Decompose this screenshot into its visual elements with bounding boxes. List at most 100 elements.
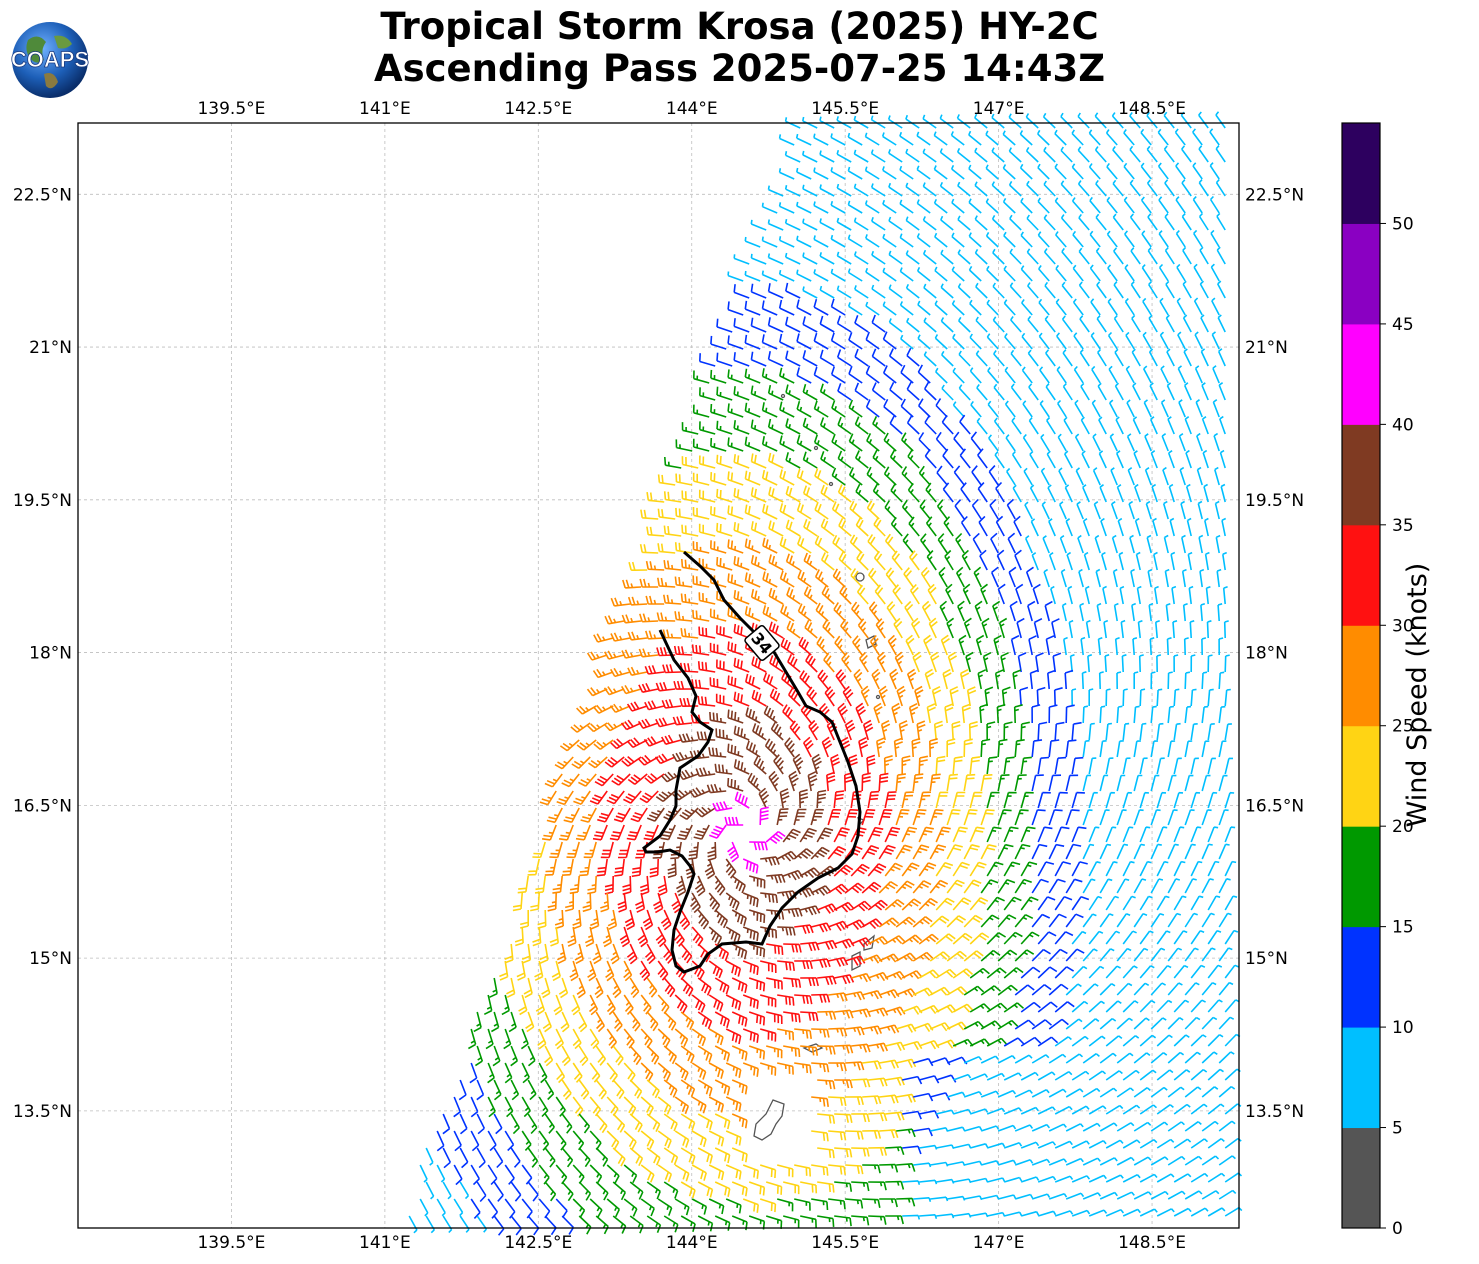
wind-barb <box>767 185 784 197</box>
wind-barb <box>1025 146 1039 163</box>
wind-barb <box>727 675 744 690</box>
wind-barb <box>1077 534 1084 554</box>
wind-barb <box>865 301 880 316</box>
wind-barb <box>1218 1120 1236 1132</box>
wind-barb <box>776 850 798 862</box>
wind-barb <box>1060 112 1073 129</box>
wind-barb <box>1074 399 1084 418</box>
wind-barb <box>1113 281 1124 299</box>
wind-barb <box>623 1130 637 1150</box>
wind-barb <box>868 1215 887 1225</box>
wind-barb <box>865 267 880 282</box>
wind-barb <box>1053 687 1063 707</box>
wind-barb <box>697 1011 713 1030</box>
wind-barb <box>821 585 835 605</box>
wind-barb <box>1054 1210 1074 1217</box>
wind-barb <box>1184 947 1199 962</box>
wind-barb <box>527 858 540 876</box>
wind-barb <box>1082 913 1097 928</box>
wind-barb <box>691 1198 708 1215</box>
wind-barb <box>731 1215 748 1231</box>
colorbar-segment <box>1342 223 1380 325</box>
wind-barb <box>1180 111 1192 129</box>
wind-barb <box>436 1130 445 1152</box>
wind-barb <box>1204 517 1209 537</box>
wind-barb <box>926 703 936 724</box>
wind-barb <box>768 520 784 537</box>
wind-barb <box>734 791 750 809</box>
wind-barb <box>902 1110 922 1120</box>
wind-barb <box>878 844 896 860</box>
wind-barb <box>1094 534 1101 554</box>
wind-barb <box>1175 196 1186 214</box>
wind-barb <box>1218 774 1228 792</box>
wind-barb <box>1054 1140 1073 1149</box>
wind-barb <box>855 483 869 503</box>
wind-barb <box>1065 1157 1084 1166</box>
wind-barb <box>1209 128 1220 146</box>
wind-barb <box>644 773 665 784</box>
wind-barb <box>811 958 831 968</box>
wind-barb <box>750 419 767 435</box>
wind-barb <box>697 1045 713 1063</box>
wind-barb <box>588 756 608 769</box>
wind-barb <box>768 452 784 469</box>
wind-barb <box>560 1011 570 1033</box>
wind-barb <box>961 703 971 724</box>
wind-barb <box>1046 416 1056 435</box>
wind-barb <box>1173 688 1180 707</box>
wind-barb <box>837 484 852 503</box>
wind-barb <box>442 1147 452 1169</box>
wind-barb <box>834 974 855 985</box>
wind-barb <box>848 467 863 486</box>
wind-barb <box>990 566 999 588</box>
wind-barb <box>1207 964 1223 979</box>
wind-barb <box>802 116 818 129</box>
wind-barb <box>1173 860 1186 877</box>
wind-barb <box>935 431 948 452</box>
wind-barb <box>742 892 759 908</box>
wind-barb <box>779 469 795 486</box>
wind-barb <box>727 539 744 554</box>
wind-barb <box>1167 1121 1185 1132</box>
wind-barb <box>985 198 999 214</box>
wind-barb <box>847 200 863 214</box>
colorbar-tick-label: 10 <box>1392 1018 1414 1038</box>
wind-barb <box>1167 1086 1185 1098</box>
wind-barb <box>1131 314 1141 333</box>
wind-barb <box>714 943 730 962</box>
wind-barb <box>952 1108 972 1115</box>
lon-tick-bottom-label: 144°E <box>666 1233 718 1253</box>
wind-barb <box>692 404 710 418</box>
wind-barb <box>1099 1191 1118 1200</box>
wind-barb <box>742 960 759 975</box>
wind-barb <box>795 133 812 146</box>
wind-barb <box>761 402 778 418</box>
wind-barb <box>1048 1123 1067 1132</box>
wind-barb <box>783 1011 801 1023</box>
wind-barb <box>794 1028 812 1040</box>
wind-barb <box>742 1164 759 1179</box>
wind-barb <box>1207 654 1213 673</box>
wind-barb <box>963 617 972 639</box>
wind-barb <box>1008 181 1022 197</box>
wind-barb <box>1010 383 1022 401</box>
wind-barb <box>833 901 855 913</box>
wind-barb <box>727 505 744 520</box>
wind-barb <box>1110 501 1118 520</box>
wind-barb <box>1014 843 1031 860</box>
wind-barb <box>1055 231 1067 248</box>
wind-barb <box>813 235 829 248</box>
wind-barb <box>929 844 947 860</box>
lon-tick-top-label: 147°E <box>973 99 1025 119</box>
wind-barb <box>1061 281 1073 299</box>
wind-barb <box>919 1214 938 1219</box>
coaps-logo: COAPS <box>10 22 90 98</box>
wind-barb <box>794 1198 811 1211</box>
wind-barb <box>817 1010 837 1020</box>
colorbar-segment <box>1342 725 1380 827</box>
wind-barb <box>899 165 914 180</box>
wind-barb <box>1082 1157 1101 1166</box>
wind-barb <box>578 1079 590 1100</box>
wind-barb <box>1039 366 1050 384</box>
